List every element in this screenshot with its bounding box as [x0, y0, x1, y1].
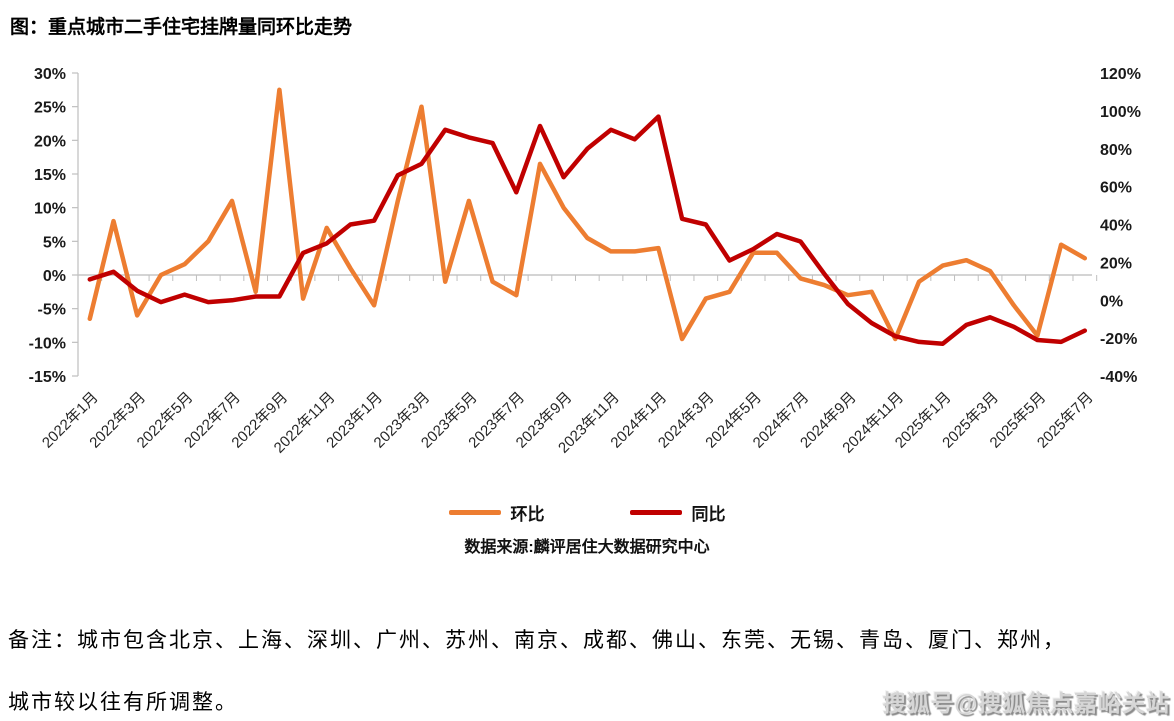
series-line-yoy — [87, 114, 1088, 347]
series-line-mom — [87, 87, 1088, 342]
left-axis-label: 20% — [34, 133, 66, 150]
right-axis-label: 60% — [1100, 180, 1132, 197]
left-axis: 30% 25% 20% 15% 10% 5% 0% -5% -10% -15% — [29, 66, 79, 386]
legend-swatch-yoy — [629, 510, 682, 515]
left-axis-label: -5% — [38, 302, 66, 319]
legend-item-yoy: 同比 — [629, 500, 726, 525]
left-axis-label: -15% — [29, 369, 66, 386]
right-axis-label: 120% — [1100, 66, 1141, 83]
legend-label-mom: 环比 — [510, 505, 545, 524]
x-axis: 2022年1月2022年3月2022年5月2022年7月2022年9月2022年… — [39, 274, 1098, 457]
left-axis-label: 0% — [43, 268, 66, 285]
left-axis-label: 25% — [34, 100, 66, 117]
chart-title: 图：重点城市二手住宅挂牌量同环比走势 — [10, 17, 353, 38]
left-axis-label: 10% — [34, 201, 66, 218]
legend-item-mom: 环比 — [448, 500, 545, 525]
right-axis-label: -20% — [1100, 331, 1137, 348]
legend-label-yoy: 同比 — [691, 505, 726, 524]
left-axis-label: 5% — [43, 234, 66, 251]
left-axis-label: 15% — [34, 167, 66, 184]
right-axis-label: 0% — [1100, 293, 1123, 310]
right-axis: 120% 100% 80% 60% 40% 20% 0% -20% -40% — [1100, 66, 1141, 386]
legend-swatch-mom — [448, 510, 501, 515]
right-axis-label: -40% — [1100, 369, 1137, 386]
data-source-caption: 数据来源:麟评居住大数据研究中心 — [464, 539, 710, 556]
line-chart: 30% 25% 20% 15% 10% 5% 0% -5% -10% -15% 120% 100% 80… — [29, 66, 1141, 457]
right-axis-label: 100% — [1100, 104, 1141, 121]
right-axis-label: 20% — [1100, 255, 1132, 272]
right-axis-label: 40% — [1100, 218, 1132, 235]
footnote-line-1: 备注：城市包含北京、上海、深圳、广州、苏州、南京、成都、佛山、东莞、无锡、青岛、… — [8, 628, 1066, 652]
footnote-line-2: 城市较以往有所调整。 — [8, 690, 238, 714]
left-axis-label: -10% — [29, 335, 66, 352]
watermark-text: 搜狐号@搜狐焦点嘉峪关站 — [882, 690, 1170, 716]
right-axis-label: 80% — [1100, 142, 1132, 159]
chart-legend: 环比 同比 — [0, 500, 1174, 525]
left-axis-label: 30% — [34, 66, 66, 83]
